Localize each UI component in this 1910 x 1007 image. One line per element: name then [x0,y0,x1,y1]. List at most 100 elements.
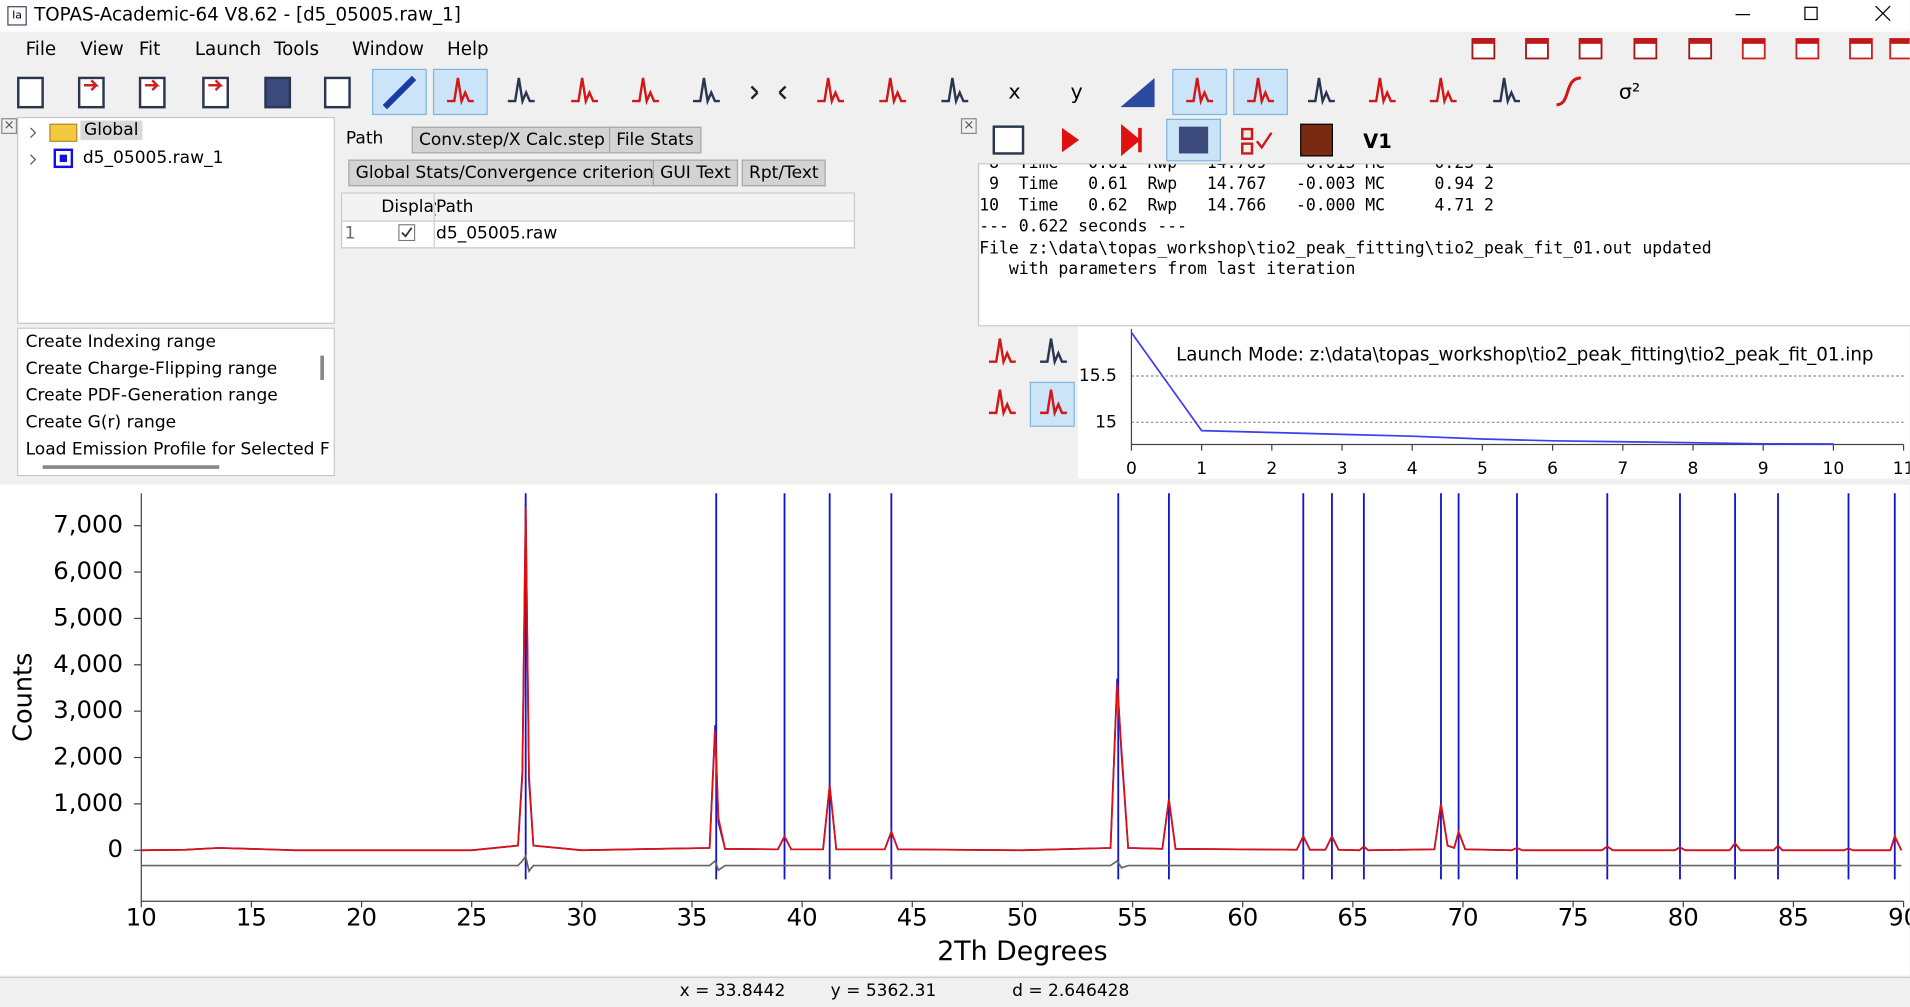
menu-option[interactable]: Create Charge-Flipping range [25,359,278,379]
tool-icon [1796,38,1819,44]
path-table: Display Path 1 d5_05005.raw [341,192,855,249]
tool-icon[interactable] [1247,77,1274,106]
button-highlight [1166,118,1221,162]
tool-label[interactable]: y [1070,80,1082,104]
menu-item[interactable]: Tools [274,37,320,60]
x-tick-label: 8 [1688,459,1699,479]
tool-icon[interactable] [17,76,44,109]
x-tick-label: 80 [1668,902,1699,931]
log-panel: 8 Time 0.61 Rwp 14.769 -0.013 MC 0.23 1 … [977,163,1910,327]
tool-icon[interactable] [1308,77,1335,106]
tree-item[interactable]: Global [80,120,143,141]
tab[interactable]: Rpt/Text [741,159,826,187]
tab[interactable]: File Stats [608,126,702,154]
status-text: x = 33.8442 [679,981,786,1002]
tool-icon[interactable] [138,76,166,109]
tool-icon[interactable] [1186,77,1214,106]
tool-icon[interactable] [941,77,969,106]
range-menu: Create Indexing range Create Charge-Flipp… [17,327,335,477]
menu-option[interactable]: Create PDF-Generation range [25,386,278,406]
status-bar: x = 33.8442 y = 5362.31 d = 2.646428 [0,976,1910,1007]
x-tick-label: 85 [1778,902,1809,931]
tab[interactable]: Conv.step/X Calc.step [411,126,613,154]
y-tick-label: 0 [108,834,124,863]
tool-icon[interactable] [1062,127,1080,153]
x-tick-label: 7 [1617,459,1628,479]
tab[interactable]: Global Stats/Convergence criterion [348,159,662,187]
tree-panel: Global d5_05005.raw_1 [17,116,335,324]
tool-icon[interactable] [1556,76,1582,107]
close-button[interactable]: × [1,118,18,134]
tool-icon[interactable] [1178,126,1209,154]
x-tick-label: 10 [1823,459,1845,479]
tool-icon[interactable] [988,389,1016,418]
tool-icon[interactable] [1040,389,1067,418]
tool-icon[interactable] [988,338,1016,367]
scrollbar [320,355,324,380]
window-title: TOPAS-Academic-64 V8.62 - [d5_05005.raw_… [34,3,461,26]
tree-item[interactable]: d5_05005.raw_1 [82,148,224,169]
axis-line [140,493,1904,902]
tree-icons [30,123,78,169]
x-tick-label: 75 [1558,902,1589,931]
log-line: --- 0.622 seconds --- [979,217,1188,237]
tool-icon[interactable] [879,77,907,106]
toolbar: x y σ² [17,68,1640,116]
tool-icon[interactable] [1121,123,1142,157]
data-line [1130,332,1834,445]
tool-label[interactable]: x [1008,80,1020,104]
tool-icon[interactable] [1241,127,1273,155]
tool-icon[interactable] [632,77,659,106]
menu-option[interactable]: Create Indexing range [25,332,216,352]
menu-option[interactable]: Load Emission Profile for Selected F [25,439,330,460]
log-line: with parameters from last iteration [979,259,1356,279]
tool-icon[interactable] [571,77,598,106]
menu-item[interactable]: File [25,37,57,60]
x-tick-label: 50 [1007,902,1038,931]
tool-icon[interactable] [817,77,845,106]
scrollbar [42,465,220,469]
menu-item[interactable]: View [80,37,124,60]
row-number: 1 [344,224,356,244]
tool-icon [208,79,224,91]
tool-icon[interactable] [750,85,787,100]
tool-icon[interactable] [1040,338,1067,367]
tool-label[interactable]: σ² [1619,80,1640,104]
tool-icon [1472,38,1495,44]
window-tools [1471,38,1910,60]
tool-label[interactable]: V1 [1363,130,1392,153]
tool-icon[interactable] [77,76,105,109]
x-tick-label: 1 [1196,459,1207,479]
axis-line [1130,328,1904,446]
menu-item[interactable]: Fit [138,37,161,60]
checkbox[interactable] [398,224,416,242]
menu-item[interactable]: Window [351,37,425,60]
tool-icon[interactable] [382,75,417,110]
close-button[interactable]: × [960,118,977,134]
tool-icon[interactable] [446,77,474,106]
tool-icon[interactable] [692,77,720,106]
menu-item[interactable]: Help [446,37,489,60]
tool-icon [1634,38,1657,44]
tool-icon[interactable] [1368,77,1396,106]
tool-icon[interactable] [507,77,535,106]
menu-option[interactable]: Create G(r) range [25,412,177,433]
tab[interactable]: GUI Text [652,159,739,187]
status-text: y = 5362.31 [830,981,937,1002]
x-tick-label: 40 [787,902,818,931]
tool-icon[interactable] [202,76,229,109]
y-tick-label: 15 [1095,412,1117,432]
tab[interactable]: Path [345,129,384,149]
window-controls[interactable] [1705,0,1910,32]
tool-icon[interactable] [323,76,351,109]
tool-icon [1689,38,1712,44]
tool-icon[interactable] [992,125,1025,155]
x-tick-label: 70 [1448,902,1479,931]
tool-icon[interactable] [264,76,292,109]
tool-icon[interactable] [1493,77,1520,106]
menu-item[interactable]: Launch [194,37,262,60]
tool-icon[interactable] [1429,77,1457,106]
tool-icon [144,79,161,91]
tool-icon[interactable] [1300,123,1333,157]
x-tick-label: 35 [677,902,708,931]
